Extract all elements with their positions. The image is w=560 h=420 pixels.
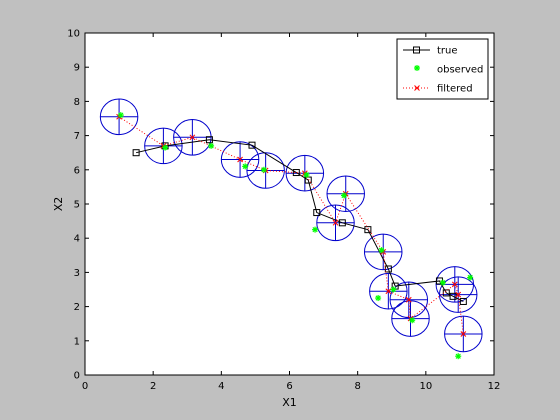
y-tick-label: 5	[74, 200, 80, 211]
x-tick-label: 10	[419, 381, 432, 392]
legend-label: observed	[437, 65, 483, 76]
filtered-point-stroke	[189, 134, 196, 141]
legend-observed-marker	[414, 65, 420, 71]
observed-point	[375, 295, 382, 302]
series-layer	[116, 112, 474, 360]
star-stroke	[208, 143, 214, 149]
star-stroke	[409, 317, 415, 323]
observed-point	[467, 274, 474, 281]
true-point	[132, 149, 140, 157]
filtered-point	[460, 331, 467, 337]
filtered-point	[451, 281, 458, 288]
star-stroke	[242, 163, 248, 170]
x-tick-label: 2	[150, 381, 156, 392]
true-point	[292, 169, 300, 177]
x-tick-label: 4	[218, 381, 224, 392]
observed-point	[208, 142, 215, 149]
filtered-point-stroke	[455, 291, 462, 298]
star-stroke	[467, 274, 473, 281]
star-stroke	[440, 280, 446, 286]
filtered-point-stroke	[385, 288, 392, 295]
star-stroke	[378, 247, 385, 253]
star-stroke	[303, 172, 310, 178]
observed-point	[117, 112, 124, 119]
true-point	[364, 226, 372, 234]
star-stroke	[162, 144, 168, 151]
legend-box	[396, 38, 489, 100]
filtered-point-stroke	[237, 156, 243, 163]
filtered-point	[332, 219, 339, 226]
observed-point	[303, 171, 310, 178]
observed-point	[439, 279, 446, 286]
y-tick-label: 10	[67, 29, 80, 40]
y-tick-label: 1	[74, 336, 80, 347]
filtered-point	[455, 291, 462, 298]
star-stroke	[312, 227, 318, 233]
filtered-point	[405, 296, 412, 303]
observed-point	[390, 286, 397, 293]
star-stroke	[375, 295, 381, 301]
observed-point	[162, 144, 169, 151]
true-point	[459, 297, 467, 305]
y-tick-label: 6	[74, 165, 80, 176]
observed-point	[341, 192, 348, 199]
legend-label: filtered	[437, 84, 473, 95]
y-tick-label: 7	[74, 131, 80, 142]
y-tick-label: 9	[74, 63, 80, 74]
star-stroke	[261, 167, 267, 173]
filtered-point-stroke	[332, 219, 339, 226]
star-stroke	[390, 286, 397, 293]
filtered-point-stroke	[405, 296, 412, 303]
true-point	[205, 136, 213, 144]
observed-point	[312, 226, 319, 233]
filtered-point	[385, 288, 392, 295]
star-stroke	[118, 112, 124, 118]
star-stroke	[414, 65, 420, 71]
y-tick-label: 4	[74, 234, 80, 245]
y-axis-label: X2	[52, 197, 65, 212]
observed-point	[455, 353, 462, 360]
y-tick-label: 2	[74, 302, 80, 313]
legend-filtered-marker	[414, 85, 420, 91]
legend: true observed filtered	[396, 38, 489, 100]
observed-point	[378, 247, 385, 254]
x-tick-label: 6	[286, 381, 292, 392]
x-tick-label: 0	[82, 381, 88, 392]
filtered-point	[237, 156, 243, 163]
observed-point	[260, 166, 267, 173]
y-tick-label: 0	[74, 371, 80, 382]
observed-point	[409, 317, 416, 324]
true-point	[338, 219, 346, 227]
y-tick-label: 3	[74, 268, 80, 279]
y-tick-label: 8	[74, 97, 80, 108]
legend-true-marker	[413, 46, 420, 54]
true-point	[248, 141, 256, 149]
observed-point	[242, 163, 249, 170]
filtered-point-stroke	[460, 331, 467, 337]
x-axis-label: X1	[282, 396, 297, 409]
star-stroke	[341, 192, 347, 199]
filtered-point-stroke	[451, 281, 458, 288]
legend-label: true	[437, 46, 458, 57]
x-tick-label: 12	[488, 381, 501, 392]
x-tick-label: 8	[354, 381, 360, 392]
true-point	[313, 209, 321, 217]
true-series-line	[136, 139, 464, 302]
star-stroke	[455, 353, 461, 359]
filtered-point	[189, 134, 196, 141]
